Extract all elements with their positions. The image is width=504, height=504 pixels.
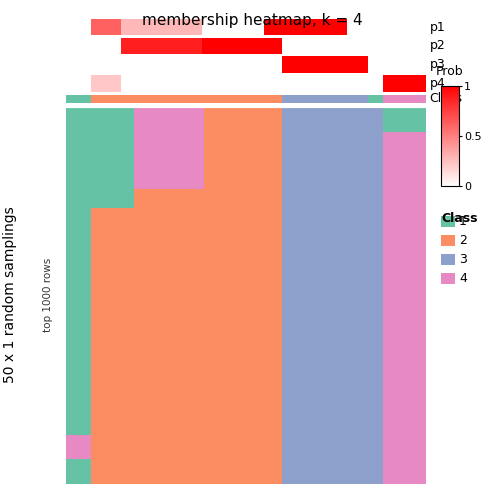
Text: Class: Class [429,92,463,105]
Bar [66,106,91,434]
Text: p3: p3 [429,58,445,71]
Text: p2: p2 [429,39,445,52]
Text: 3: 3 [459,253,467,266]
Bar [91,75,121,92]
Bar [66,459,91,484]
Bar [91,95,203,103]
Bar [121,38,203,54]
Text: 50 x 1 random samplings: 50 x 1 random samplings [3,207,17,383]
Text: Prob: Prob [436,65,464,78]
Bar [282,95,368,103]
Bar [134,106,204,189]
Bar [282,106,366,484]
Text: 2: 2 [459,234,467,247]
Bar [383,95,426,103]
Bar [366,106,383,484]
Text: 4: 4 [459,272,467,285]
Text: p1: p1 [429,21,445,34]
Bar [383,133,426,484]
Bar [91,19,121,35]
Text: 1: 1 [459,215,467,228]
Bar [66,95,91,103]
Bar [203,95,282,103]
Bar [383,75,426,92]
Text: membership heatmap, k = 4: membership heatmap, k = 4 [142,13,362,28]
Text: p4: p4 [429,77,445,90]
Bar [264,19,347,35]
Bar [91,106,134,208]
Text: top 1000 rows: top 1000 rows [43,258,53,332]
Bar [134,189,204,484]
Bar [368,95,383,103]
Bar [282,56,368,73]
Bar [91,208,134,484]
Bar [121,19,203,35]
Text: Class: Class [441,212,477,225]
Bar [66,434,91,459]
Bar [203,38,282,54]
Bar [383,106,426,133]
Bar [204,106,282,484]
